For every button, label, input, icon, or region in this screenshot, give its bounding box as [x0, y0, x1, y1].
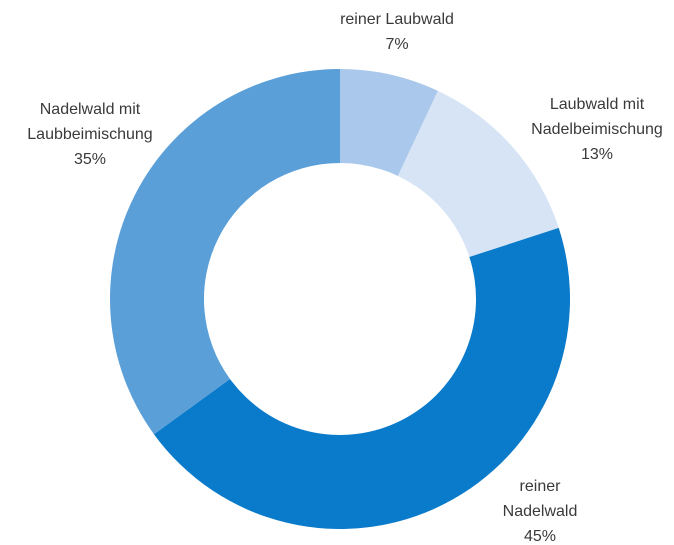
slice-label: Laubwald mit Nadelbeimischung: [531, 96, 663, 138]
donut-slice: [153, 227, 570, 529]
donut-slice: [340, 69, 438, 176]
value-label: 35%: [74, 151, 106, 168]
label-line: Nadelwald: [503, 503, 578, 520]
label-line: reiner Laubwald: [340, 11, 454, 28]
slice-label: reiner Laubwald: [340, 11, 454, 28]
value-label: 7%: [385, 36, 408, 53]
donut-slice: [397, 90, 559, 257]
label-line: Laubwald mit: [550, 96, 645, 113]
label-line: reiner: [520, 478, 562, 495]
value-label: 13%: [581, 146, 613, 163]
slice-label: reiner Nadelwald: [503, 478, 578, 520]
label-line: Laubbeimischung: [27, 126, 152, 143]
label-line: Nadelbeimischung: [531, 121, 663, 138]
value-label: 45%: [524, 528, 556, 545]
label-line: Nadelwald mit: [40, 101, 141, 118]
donut-slice: [110, 68, 340, 435]
slice-label: Nadelwald mit Laubbeimischung: [27, 101, 152, 143]
